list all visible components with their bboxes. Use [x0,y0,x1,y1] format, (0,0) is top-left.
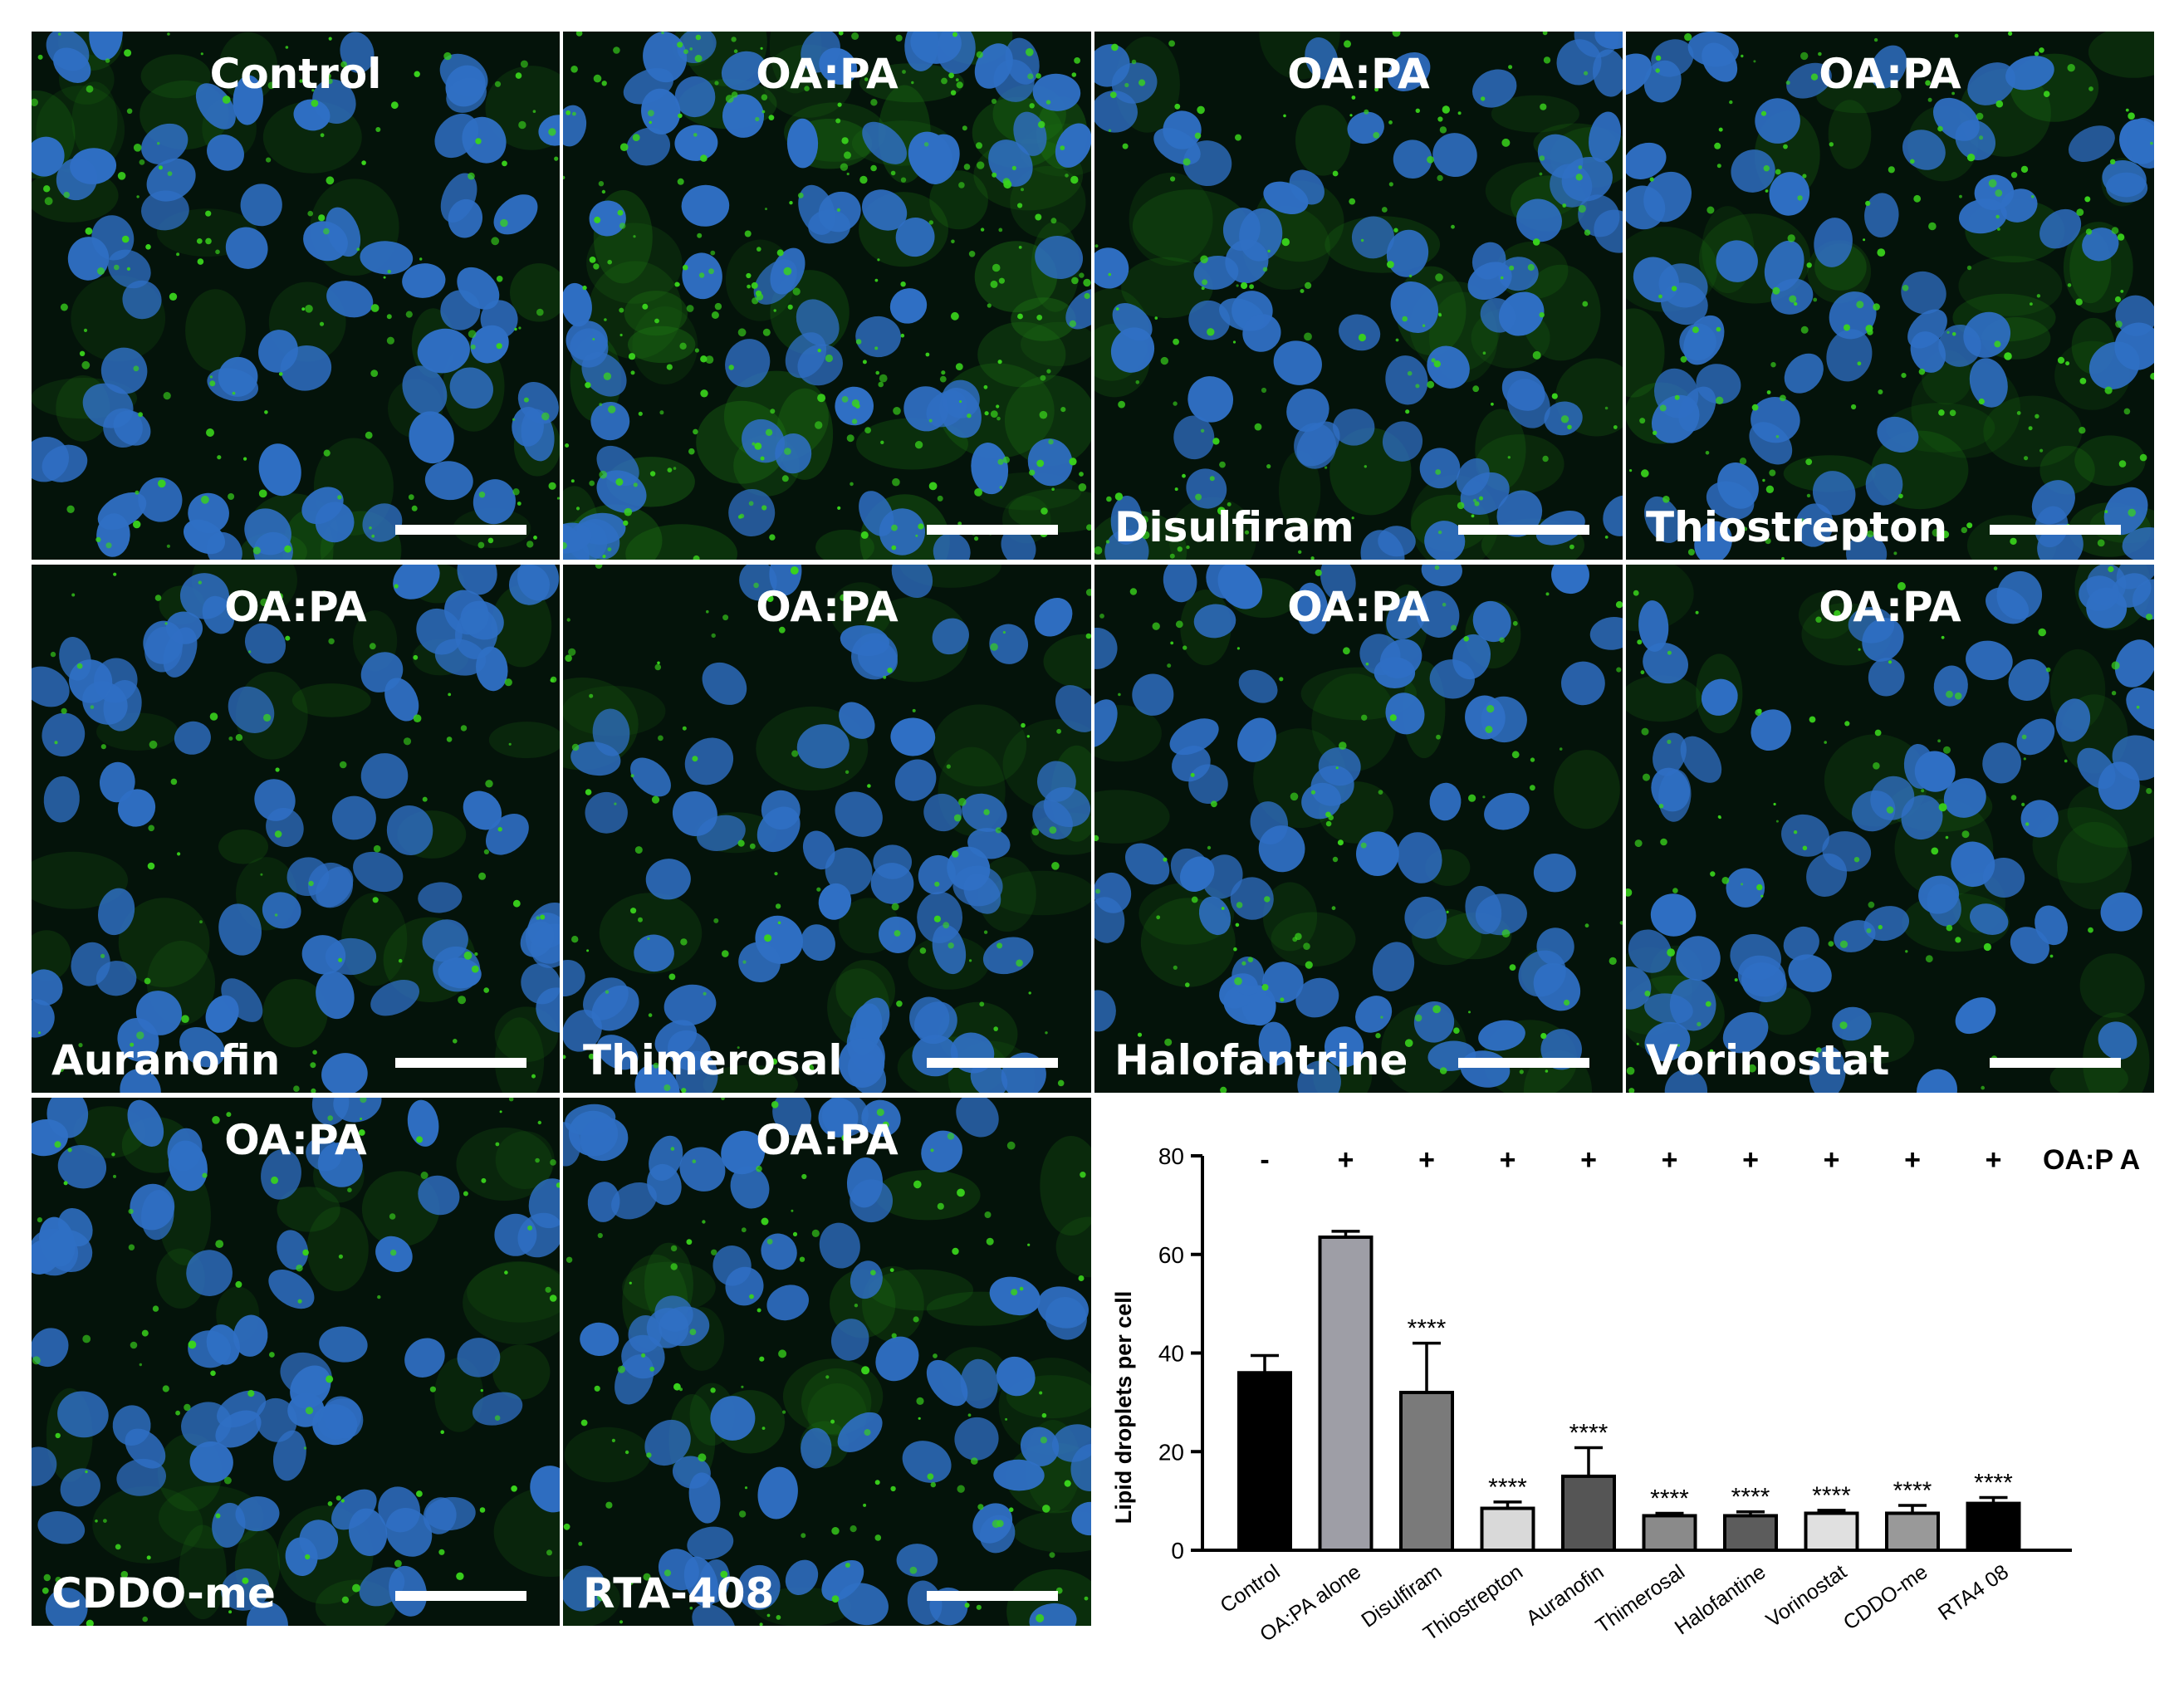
bar [1723,1514,1778,1552]
micrograph-panel-cddo-me: OA:PA CDDO-me [32,1098,560,1626]
bar [1318,1235,1374,1552]
y-tick-label: 0 [1171,1538,1184,1564]
scale-bar [927,1058,1058,1068]
panel-drug-label: Auranofin [51,1036,281,1084]
y-tick-label: 20 [1158,1439,1184,1465]
scale-bar [1990,1058,2121,1068]
micrograph-panel-auranofin: OA:PA Auranofin [32,565,560,1093]
panel-drug-label: Thimerosal [583,1036,843,1084]
panel-condition-label: OA:PA [1287,583,1430,631]
panel-drug-label: CDDO-me [51,1569,276,1617]
micrograph-panel-vorinostat: OA:PA Vorinostat [1626,565,2154,1093]
scale-bar [395,1591,526,1601]
panel-condition-label: OA:PA [756,1116,899,1164]
micrograph-image [563,1098,1091,1626]
panel-drug-label: Halofantrine [1114,1036,1408,1084]
treatment-row-label: OA:P A [2043,1144,2140,1176]
significance-mark: **** [1974,1469,2013,1496]
treatment-sign: + [1986,1144,2002,1176]
bar [1804,1511,1859,1552]
panel-condition-label: OA:PA [224,1116,367,1164]
scale-bar [1458,525,1589,535]
micrograph-image [1094,565,1623,1093]
scale-bar [927,525,1058,535]
scale-bar [395,525,526,535]
micrograph-panel-control: Control [32,32,560,560]
panel-drug-label: Disulfiram [1114,503,1354,551]
panel-drug-label: Thiostrepton [1646,503,1948,551]
x-tick-label: CDDO-me [1839,1560,1932,1635]
x-tick-label: Halofantine [1671,1560,1770,1639]
bar [1642,1514,1697,1552]
treatment-sign: - [1260,1144,1269,1176]
treatment-sign: + [1904,1144,1921,1176]
bar [1561,1474,1616,1552]
micrograph-panel-thimerosal: OA:PA Thimerosal [563,565,1091,1093]
y-tick-label: 60 [1158,1242,1184,1268]
x-tick-label: RTA4 08 [1934,1560,2013,1625]
micrograph-image [563,565,1091,1093]
significance-mark: **** [1650,1485,1689,1512]
x-tick-label: Vorinostat [1762,1560,1851,1632]
panel-condition-label: OA:PA [1819,583,1961,631]
scale-bar [1990,525,2121,535]
micrograph-image [563,32,1091,560]
bar [1966,1501,2021,1552]
lipid-droplet-bar-chart: Lipid droplets per cell OA:P A 0 20 40 60 80… [1104,1113,2179,1704]
micrograph-panel-rta-408: OA:PA RTA-408 [563,1098,1091,1626]
significance-mark: **** [1731,1484,1770,1511]
significance-mark: **** [1488,1474,1527,1501]
micrograph-panel-halofantrine: OA:PA Halofantrine [1094,565,1623,1093]
treatment-sign: + [1580,1144,1597,1176]
micrograph-image [32,32,560,560]
bar-chart-svg: Lipid droplets per cell OA:P A 0 20 40 60 80… [1111,1143,2140,1647]
panel-drug-label: Vorinostat [1646,1036,1890,1084]
bar [1480,1506,1535,1552]
significance-mark: **** [1569,1420,1609,1447]
bar [1237,1371,1292,1552]
y-tick-label: 40 [1158,1341,1184,1367]
micrograph-image [32,565,560,1093]
micrograph-image [1626,32,2154,560]
treatment-sign: + [1418,1144,1435,1176]
y-axis-label: Lipid droplets per cell [1111,1291,1136,1524]
micrograph-image [32,1098,560,1626]
scale-bar [1458,1058,1589,1068]
panel-condition-label: OA:PA [1819,50,1961,98]
micrograph-panel-oapa: OA:PA [563,32,1091,560]
micrograph-image [1094,32,1623,560]
treatment-sign: + [1500,1144,1516,1176]
panel-condition-label: OA:PA [1287,50,1430,98]
x-tick-label: Control [1216,1560,1284,1617]
micrograph-image [1626,565,2154,1093]
significance-mark: **** [1408,1315,1447,1343]
panel-condition-label: Control [209,50,382,98]
micrograph-panel-thiostrepton: OA:PA Thiostrepton [1626,32,2154,560]
bar [1885,1511,1940,1552]
panel-condition-label: OA:PA [756,583,899,631]
bar [1399,1391,1454,1552]
significance-mark: **** [1812,1482,1851,1510]
scale-bar [395,1058,526,1068]
panel-drug-label: RTA-408 [583,1569,775,1617]
scale-bar [927,1591,1058,1601]
significance-mark: **** [1893,1477,1932,1505]
treatment-sign: + [1742,1144,1759,1176]
treatment-sign: + [1662,1144,1678,1176]
treatment-sign: + [1338,1144,1354,1176]
panel-condition-label: OA:PA [756,50,899,98]
y-tick-label: 80 [1158,1143,1184,1169]
treatment-sign: + [1824,1144,1840,1176]
micrograph-panel-disulfiram: OA:PA Disulfiram [1094,32,1623,560]
panel-condition-label: OA:PA [224,583,367,631]
